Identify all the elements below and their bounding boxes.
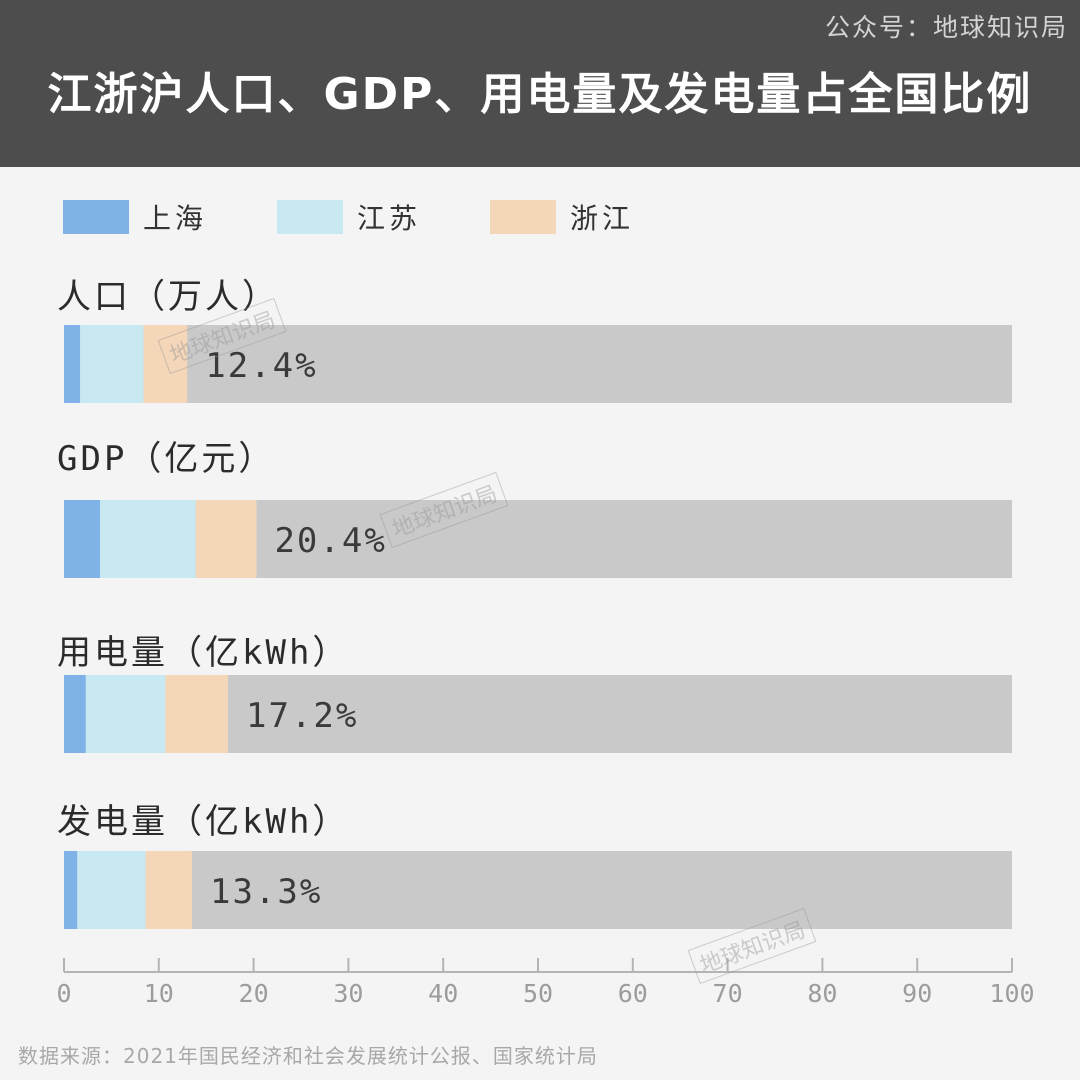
bar-total-label: 17.2% (246, 696, 358, 736)
legend-label: 江苏 (357, 202, 421, 235)
bar-segment (143, 325, 188, 403)
category-label: GDP（亿元） (57, 439, 275, 479)
bar-segment (64, 851, 78, 929)
bar-segment (100, 500, 196, 578)
category-label: 人口（万人） (57, 277, 279, 317)
legend-swatch (277, 200, 343, 234)
bar-remainder (64, 851, 1012, 929)
legend-swatch (63, 200, 129, 234)
credit-text: 公众号：地球知识局 (824, 13, 1068, 42)
bar-segment (64, 675, 86, 753)
legend-label: 上海 (143, 202, 207, 235)
x-tick-label: 90 (902, 979, 932, 1008)
x-tick-label: 100 (989, 979, 1034, 1008)
x-tick-label: 40 (428, 979, 458, 1008)
x-tick-label: 30 (333, 979, 363, 1008)
x-tick-label: 10 (144, 979, 174, 1008)
bar-segment (64, 500, 101, 578)
legend-swatch (490, 200, 556, 234)
category-label: 用电量（亿kWh） (57, 633, 349, 673)
legend-label: 浙江 (570, 202, 634, 235)
bar-segment (85, 675, 166, 753)
x-tick-label: 60 (618, 979, 648, 1008)
header: 公众号：地球知识局 江浙沪人口、GDP、用电量及发电量占全国比例 (0, 0, 1080, 167)
bar-total-label: 13.3% (210, 872, 322, 912)
category-label: 发电量（亿kWh） (57, 802, 349, 842)
x-tick-label: 50 (523, 979, 553, 1008)
chart-title: 江浙沪人口、GDP、用电量及发电量占全国比例 (47, 69, 1033, 120)
data-source: 数据来源：2021年国民经济和社会发展统计公报、国家统计局 (18, 1044, 598, 1068)
x-tick-label: 0 (56, 979, 71, 1008)
x-tick-label: 20 (239, 979, 269, 1008)
bar-segment (195, 500, 257, 578)
bar-segment (145, 851, 192, 929)
bar-total-label: 12.4% (205, 346, 317, 386)
bar-segment (165, 675, 229, 753)
bar-total-label: 20.4% (274, 521, 386, 561)
x-tick-label: 80 (807, 979, 837, 1008)
bar-segment (80, 325, 144, 403)
x-tick-label: 70 (713, 979, 743, 1008)
bar-segment (77, 851, 146, 929)
bar-segment (64, 325, 81, 403)
bar-remainder (64, 325, 1012, 403)
